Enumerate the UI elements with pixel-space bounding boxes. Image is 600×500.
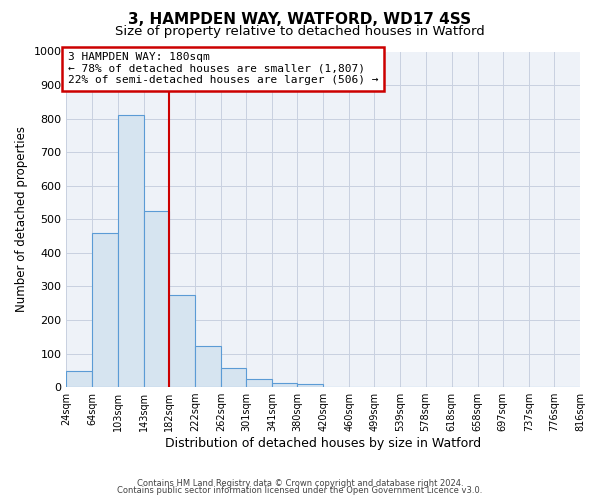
- X-axis label: Distribution of detached houses by size in Watford: Distribution of detached houses by size …: [165, 437, 481, 450]
- Text: Contains HM Land Registry data © Crown copyright and database right 2024.: Contains HM Land Registry data © Crown c…: [137, 478, 463, 488]
- Text: 3, HAMPDEN WAY, WATFORD, WD17 4SS: 3, HAMPDEN WAY, WATFORD, WD17 4SS: [128, 12, 472, 28]
- Bar: [195, 346, 221, 387]
- Bar: [297, 384, 323, 387]
- Bar: [67, 372, 92, 387]
- Bar: [169, 295, 195, 387]
- Bar: [118, 116, 143, 387]
- Bar: [272, 382, 297, 387]
- Text: Size of property relative to detached houses in Watford: Size of property relative to detached ho…: [115, 25, 485, 38]
- Bar: [143, 211, 169, 387]
- Text: 3 HAMPDEN WAY: 180sqm
← 78% of detached houses are smaller (1,807)
22% of semi-d: 3 HAMPDEN WAY: 180sqm ← 78% of detached …: [68, 52, 378, 86]
- Text: Contains public sector information licensed under the Open Government Licence v3: Contains public sector information licen…: [118, 486, 482, 495]
- Bar: [92, 232, 118, 387]
- Bar: [221, 368, 246, 387]
- Bar: [246, 380, 272, 387]
- Y-axis label: Number of detached properties: Number of detached properties: [15, 126, 28, 312]
